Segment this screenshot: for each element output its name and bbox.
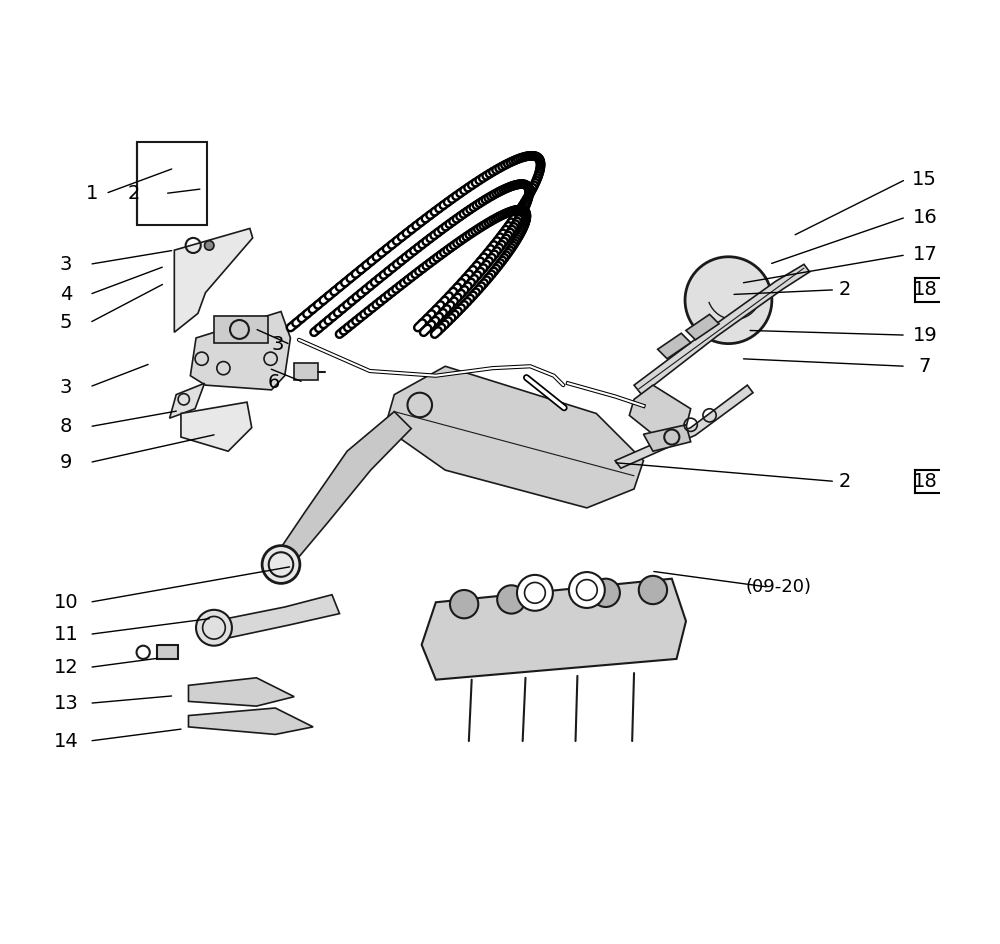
Text: 1: 1	[86, 184, 98, 203]
Polygon shape	[422, 579, 686, 680]
Text: 3: 3	[272, 335, 284, 354]
Polygon shape	[174, 228, 253, 332]
Text: 4: 4	[60, 285, 72, 304]
Polygon shape	[643, 425, 691, 451]
Polygon shape	[658, 333, 691, 359]
Text: 2: 2	[838, 472, 851, 491]
Text: 18: 18	[912, 472, 937, 491]
Polygon shape	[385, 366, 643, 508]
Bar	[294, 363, 318, 380]
Polygon shape	[190, 312, 290, 390]
Polygon shape	[170, 383, 205, 418]
Text: 12: 12	[53, 658, 78, 677]
Text: 18: 18	[912, 280, 937, 299]
Polygon shape	[188, 708, 313, 734]
Text: 19: 19	[912, 326, 937, 345]
Text: 8: 8	[60, 417, 72, 436]
Circle shape	[262, 546, 300, 583]
Circle shape	[450, 590, 478, 618]
Text: 2: 2	[128, 184, 140, 203]
Polygon shape	[629, 385, 691, 434]
Bar	[137, 142, 207, 225]
Text: 17: 17	[912, 245, 937, 264]
Text: 6: 6	[267, 373, 280, 392]
Polygon shape	[686, 314, 719, 340]
Text: 2: 2	[838, 280, 851, 299]
Circle shape	[685, 257, 772, 344]
Text: 15: 15	[912, 170, 937, 189]
Polygon shape	[615, 385, 753, 468]
Bar	[214, 316, 268, 343]
Text: 10: 10	[53, 593, 78, 612]
Polygon shape	[181, 402, 252, 451]
Text: 11: 11	[53, 625, 78, 644]
Circle shape	[639, 576, 667, 604]
Text: 14: 14	[53, 732, 78, 750]
Text: 16: 16	[912, 208, 937, 227]
Text: 5: 5	[60, 313, 72, 332]
Polygon shape	[276, 412, 411, 569]
Circle shape	[196, 610, 232, 646]
Polygon shape	[634, 264, 810, 395]
Polygon shape	[214, 595, 340, 640]
Circle shape	[569, 572, 605, 608]
Text: 13: 13	[53, 694, 78, 713]
Text: 9: 9	[60, 453, 72, 472]
Circle shape	[205, 241, 214, 250]
Circle shape	[497, 585, 525, 614]
Text: (09-20): (09-20)	[745, 578, 811, 597]
Polygon shape	[188, 678, 294, 706]
Text: 7: 7	[919, 357, 931, 376]
Circle shape	[592, 579, 620, 607]
Text: 3: 3	[60, 255, 72, 274]
Text: 3: 3	[60, 378, 72, 396]
Circle shape	[517, 575, 553, 611]
Bar	[157, 645, 178, 659]
